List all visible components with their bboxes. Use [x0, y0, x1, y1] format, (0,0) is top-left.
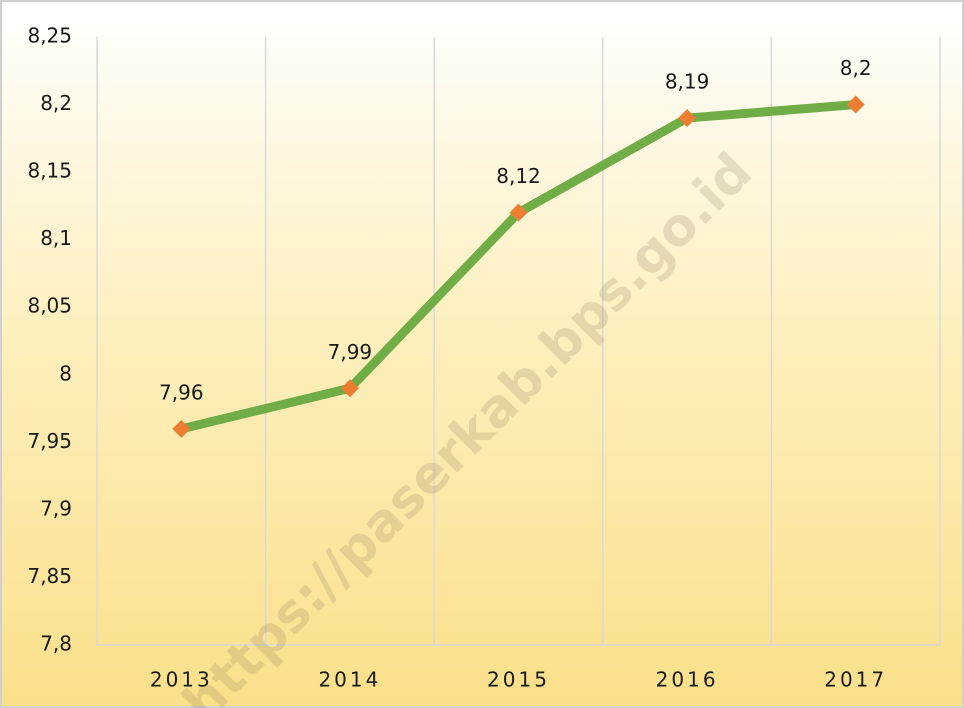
y-tick-label: 8,05	[27, 294, 72, 318]
data-label: 8,19	[665, 70, 710, 94]
y-tick-label: 7,85	[27, 564, 72, 588]
data-label: 7,96	[159, 380, 204, 404]
data-label: 7,99	[328, 340, 373, 364]
y-tick-label: 7,8	[40, 632, 72, 656]
marker	[172, 419, 191, 438]
marker	[509, 203, 528, 222]
data-label: 8,12	[496, 164, 541, 188]
marker	[678, 109, 697, 128]
marker	[340, 379, 359, 398]
x-tick-label: 2015	[487, 668, 550, 692]
y-tick-label: 8	[59, 361, 72, 385]
data-label: 8,2	[840, 56, 872, 80]
x-tick-label: 2014	[318, 668, 381, 692]
y-tick-label: 8,2	[40, 91, 72, 115]
x-tick-label: 2013	[150, 668, 213, 692]
y-tick-label: 7,9	[40, 496, 72, 520]
y-tick-label: 8,15	[27, 159, 72, 183]
x-tick-label: 2017	[824, 668, 887, 692]
y-tick-label: 8,1	[40, 226, 72, 250]
x-tick-label: 2016	[656, 668, 719, 692]
y-tick-label: 7,95	[27, 429, 72, 453]
y-tick-label: 8,25	[27, 24, 72, 48]
marker	[846, 95, 865, 114]
